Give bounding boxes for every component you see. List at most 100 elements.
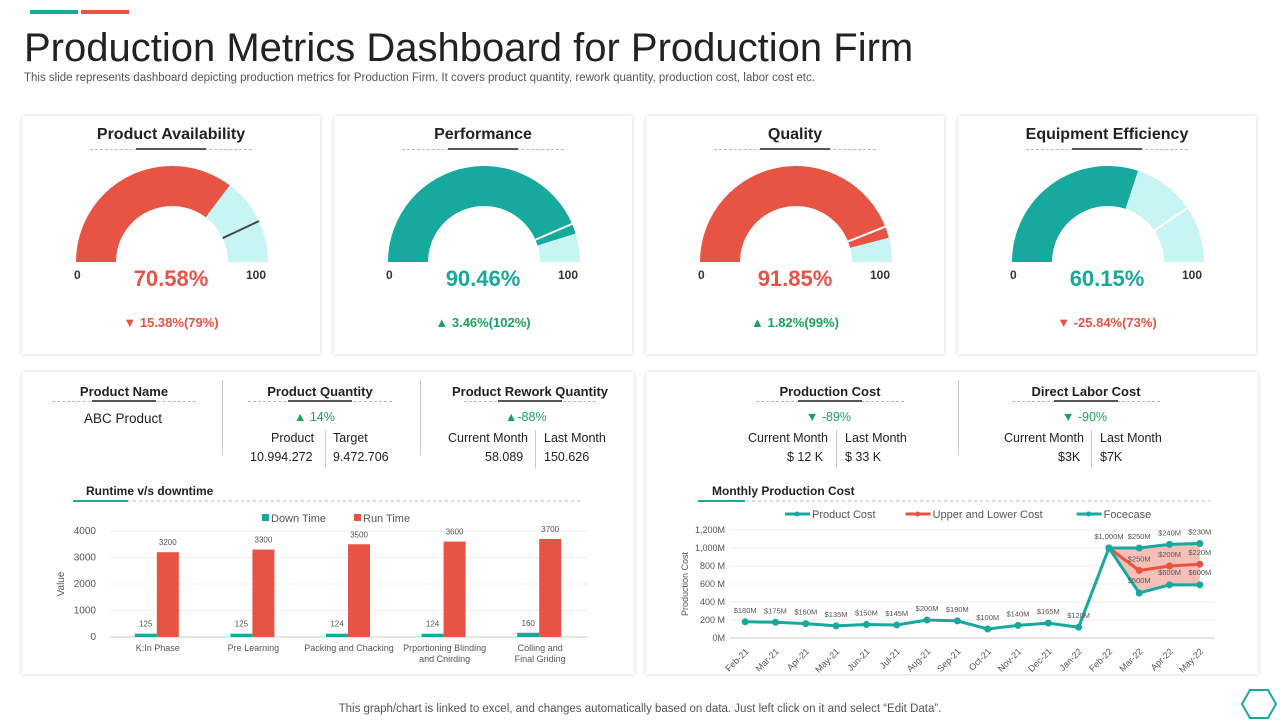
- data-label: $230M: [1188, 528, 1211, 537]
- data-point: [1166, 562, 1174, 570]
- x-tick-label: Prportioning Blinding: [403, 643, 486, 653]
- y-tick-label: 2000: [74, 579, 97, 590]
- gauge-target-marker: [1153, 207, 1188, 232]
- x-tick-label: Aug-21: [905, 646, 933, 674]
- x-tick-label: May-21: [813, 646, 841, 674]
- gauge-min: 0: [698, 268, 705, 282]
- data-point: [1196, 540, 1204, 547]
- page-subtitle: This slide represents dashboard depictin…: [24, 72, 815, 84]
- x-tick-label: Final Griding: [515, 654, 566, 664]
- column-label: Product: [271, 431, 315, 445]
- product-panel: [22, 372, 634, 674]
- legend-label: Focecase: [1104, 509, 1152, 521]
- data-point: [1105, 544, 1113, 552]
- bar: [134, 633, 157, 637]
- column-label: Last Month: [845, 431, 907, 445]
- y-tick-label: 3000: [74, 553, 97, 564]
- legend-swatch: [354, 514, 361, 521]
- hexagon-logo-icon: [1240, 689, 1278, 719]
- data-point: [862, 621, 870, 628]
- gauge-fill: [700, 165, 889, 262]
- data-label: $140M: [1007, 609, 1030, 618]
- data-point: [984, 625, 992, 633]
- chart-title: Monthly Production Cost: [712, 484, 855, 498]
- x-tick-label: K:In Phase: [136, 643, 180, 653]
- divider: [535, 430, 536, 468]
- data-label: $500M: [1128, 576, 1151, 585]
- data-point: [1044, 619, 1052, 627]
- last-month-value: 150.626: [544, 450, 590, 464]
- legend-marker: [1086, 511, 1092, 517]
- data-label: $220M: [1188, 548, 1211, 557]
- divider: [222, 380, 223, 455]
- product-quantity-value: 10.994.272: [250, 450, 313, 464]
- x-tick-label: Dec-21: [1026, 646, 1054, 674]
- gauge-chart: [76, 166, 268, 262]
- rework-change: ▲-88%: [505, 410, 547, 424]
- data-label: $145M: [885, 609, 908, 618]
- gauge-fill: [1012, 166, 1139, 262]
- series-line: [1108, 542, 1200, 550]
- data-label: 3200: [159, 538, 177, 547]
- data-point: [953, 617, 961, 625]
- divider: [836, 430, 837, 468]
- data-point: [1135, 567, 1143, 574]
- data-point: [802, 620, 810, 628]
- y-tick-label: 1000: [74, 606, 97, 617]
- data-point: [1075, 623, 1083, 631]
- y-tick-label: 0M: [712, 633, 725, 643]
- gauge-chart: [388, 165, 580, 262]
- data-label: $180M: [734, 606, 757, 615]
- data-label: 125: [235, 620, 249, 629]
- data-label: $165M: [1037, 607, 1060, 616]
- gauge-change: ▲ 1.82%(99%): [646, 315, 944, 330]
- y-tick-label: 4000: [74, 526, 97, 537]
- divider: [1026, 148, 1188, 150]
- data-label: $1,000M: [1094, 532, 1123, 541]
- data-label: 3600: [446, 528, 464, 537]
- rework-quantity-label: Product Rework Quantity: [451, 384, 609, 399]
- divider: [1012, 400, 1160, 402]
- x-tick-label: Jan-22: [1057, 646, 1084, 673]
- x-tick-label: Nov-21: [996, 646, 1024, 674]
- data-label: $190M: [946, 605, 969, 614]
- gauge-value: 70.58%: [133, 266, 209, 291]
- gauge-max: 100: [870, 268, 891, 282]
- product-quantity-label: Product Quantity: [267, 384, 373, 399]
- down-triangle-icon: ▼: [1057, 315, 1071, 330]
- data-label: 124: [426, 620, 440, 629]
- page-title: Production Metrics Dashboard for Product…: [24, 26, 914, 70]
- gauge-title: Product Availability: [96, 126, 246, 143]
- up-triangle-icon: ▲: [435, 315, 449, 330]
- bar: [443, 541, 466, 637]
- y-tick-label: 400 M: [700, 597, 725, 607]
- data-label: $150M: [855, 609, 878, 618]
- change-value: 14%: [309, 410, 335, 424]
- gauge-target-marker: [847, 225, 886, 243]
- chart-title: Runtime v/s downtime: [86, 484, 214, 498]
- legend-label: Down Time: [271, 513, 326, 525]
- data-point: [1196, 581, 1204, 589]
- gauge-change: ▼ 15.38%(79%): [22, 315, 320, 330]
- product-name-label: Product Name: [79, 384, 169, 399]
- y-axis-label: Production Cost: [680, 551, 690, 616]
- divider: [958, 380, 959, 455]
- gauge-change: ▼ -25.84%(73%): [958, 315, 1256, 330]
- data-label: $250M: [1128, 532, 1151, 541]
- gauge-value: 90.46%: [445, 266, 521, 291]
- column-label: Current Month: [448, 431, 528, 445]
- x-tick-label: Feb-21: [723, 646, 750, 673]
- runtime-downtime-chart: Runtime v/s downtime 0 1000 2000 3000 4000 Val…: [56, 484, 588, 664]
- y-tick-label: 200 M: [700, 615, 725, 625]
- labor-cost-label: Direct Labor Cost: [1031, 384, 1141, 399]
- bar: [517, 632, 540, 637]
- data-label: 125: [139, 620, 153, 629]
- product-name-value: ABC Product: [84, 411, 163, 426]
- y-tick-label: 600 M: [700, 579, 725, 589]
- gauge-remaining: [1125, 170, 1204, 262]
- legend-swatch: [262, 514, 269, 521]
- x-tick-label: Jun-21: [845, 646, 872, 673]
- y-axis-label: Value: [56, 571, 67, 596]
- y-tick-label: 1,200M: [695, 525, 725, 535]
- data-label: $175M: [764, 606, 787, 615]
